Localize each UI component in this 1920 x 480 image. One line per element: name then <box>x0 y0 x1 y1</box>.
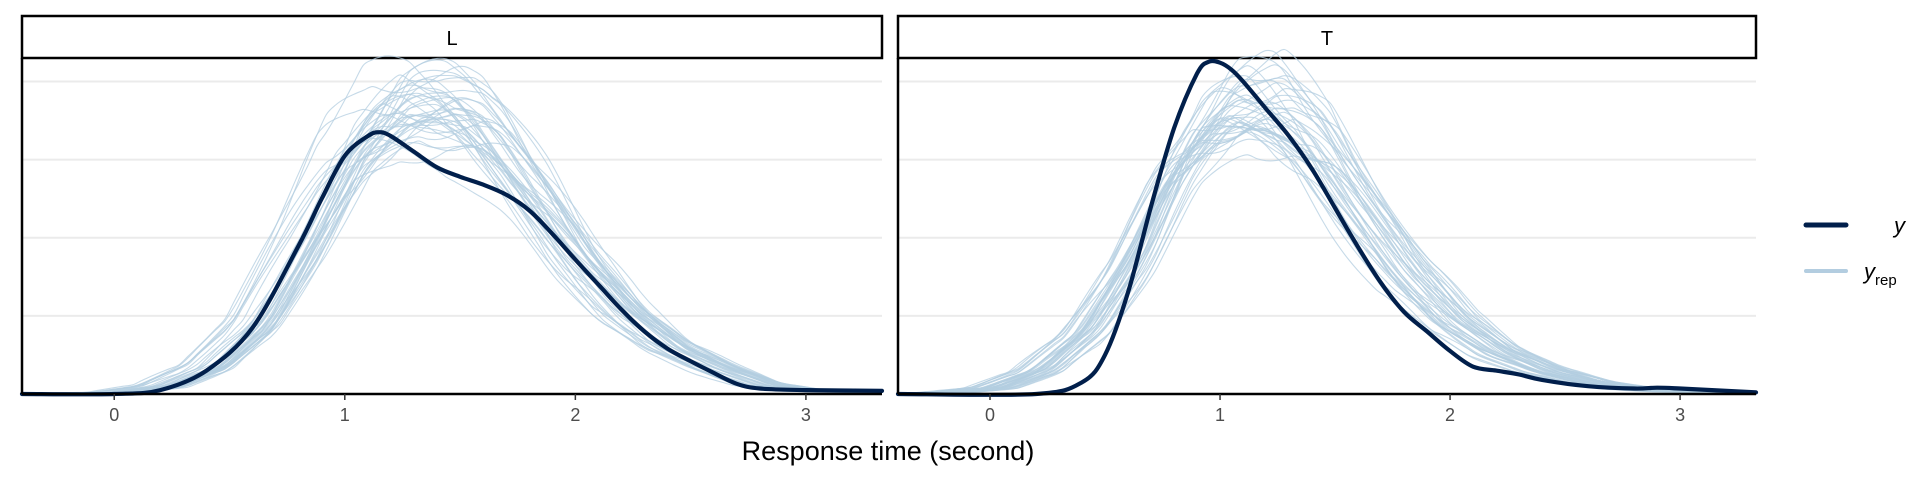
x-axis-title: Response time (second) <box>742 436 1035 466</box>
facet-strip-label: L <box>446 28 457 50</box>
facet-strip <box>896 14 1758 60</box>
replicate-density-line <box>897 74 1754 395</box>
replicate-density-line <box>22 97 880 395</box>
facet-strip <box>20 14 884 60</box>
replicate-density-line <box>898 98 1754 395</box>
replicate-density-line <box>897 101 1754 395</box>
replicate-density-line <box>22 69 880 395</box>
replicate-density-line <box>22 95 880 395</box>
replicate-density-line <box>898 64 1754 395</box>
replicate-density-line <box>22 113 880 395</box>
x-tick-label: 3 <box>801 405 811 425</box>
replicate-density-line <box>21 137 880 395</box>
x-tick-label: 0 <box>985 405 995 425</box>
panel-T: T 0 1 2 3 <box>895 14 1759 425</box>
x-tick-label: 2 <box>1445 405 1455 425</box>
replicate-density-line <box>22 140 880 395</box>
facet-strip-label: T <box>1321 28 1333 50</box>
replicate-density-line <box>898 125 1754 395</box>
x-tick-label: 0 <box>109 405 119 425</box>
replicate-density-line <box>22 114 880 395</box>
replicate-density-line <box>21 120 880 395</box>
legend-label-replicate: yrep <box>1862 259 1897 289</box>
replicate-density-line <box>898 111 1754 395</box>
replicate-density-line <box>898 48 1754 395</box>
panel-L: L 0 1 2 3 <box>19 14 885 425</box>
x-tick-label: 1 <box>1215 405 1225 425</box>
replicate-density-line <box>21 78 880 395</box>
panels: L 0 1 2 3 T 0 1 2 3 <box>19 14 1759 425</box>
replicate-density-line <box>897 101 1754 395</box>
replicate-density-line <box>897 117 1754 395</box>
legend: y yrep <box>1803 213 1907 289</box>
x-tick-label: 3 <box>1675 405 1685 425</box>
replicate-density-line <box>22 98 880 395</box>
replicate-density-line <box>22 109 880 395</box>
replicate-density-line <box>21 95 880 395</box>
replicate-density-line <box>22 120 880 395</box>
observed-density-line <box>19 130 885 397</box>
replicate-density-line <box>21 118 880 395</box>
legend-label-observed: y <box>1892 213 1907 238</box>
replicate-density-line <box>22 123 880 395</box>
replicate-density-line <box>22 108 880 395</box>
replicate-density-line <box>21 113 880 395</box>
replicate-density-line <box>897 49 1754 395</box>
replicate-density-line <box>898 107 1754 395</box>
replicate-density-line <box>21 112 880 395</box>
replicate-density-line <box>897 129 1754 395</box>
x-tick-label: 1 <box>340 405 350 425</box>
replicate-density-line <box>897 65 1754 394</box>
replicate-density-line <box>898 75 1754 395</box>
replicate-density-line <box>897 111 1754 395</box>
replicate-density-line <box>898 118 1754 395</box>
observed-density-line <box>895 58 1759 397</box>
replicate-density-line <box>22 144 880 395</box>
replicate-density-line <box>22 96 880 395</box>
replicate-density-line <box>21 114 880 395</box>
x-tick-label: 2 <box>570 405 580 425</box>
replicate-density-line <box>21 95 880 395</box>
replicate-density-line <box>21 93 880 395</box>
